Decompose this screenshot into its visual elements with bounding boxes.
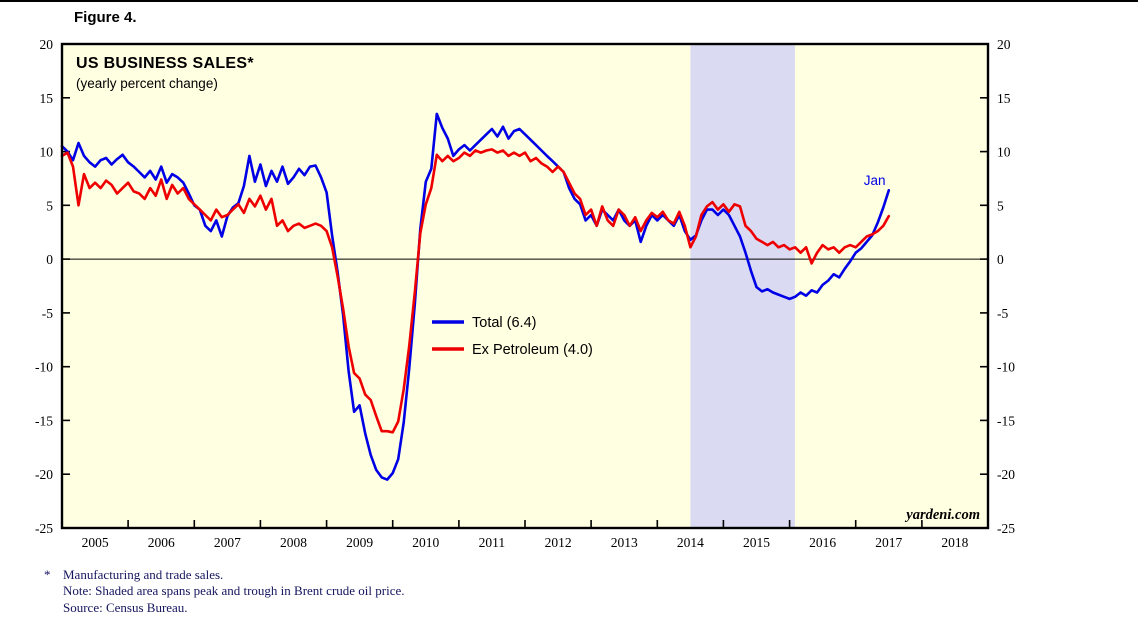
footnotes: * Manufacturing and trade sales. Note: Sh… (44, 567, 405, 616)
svg-text:-5: -5 (42, 306, 53, 321)
svg-text:-10: -10 (35, 360, 53, 375)
footnote-line-1: * Manufacturing and trade sales. (44, 567, 405, 583)
svg-text:2013: 2013 (611, 535, 638, 550)
legend-total-label: Total (6.4) (472, 315, 536, 331)
svg-text:2009: 2009 (346, 535, 373, 550)
svg-text:5: 5 (997, 198, 1004, 213)
svg-text:2005: 2005 (82, 535, 109, 550)
svg-text:2011: 2011 (479, 535, 506, 550)
svg-text:20: 20 (997, 37, 1011, 52)
tick-labels: -25 -25 -20 -20 -15 -15 -10 -10 -5 -5 0 0 5 5 10 10 15 15… (35, 37, 1015, 550)
latest-month-annotation: Jan (864, 173, 886, 188)
svg-text:2015: 2015 (743, 535, 770, 550)
svg-text:-15: -15 (997, 413, 1015, 428)
legend: Total (6.4) Ex Petroleum (4.0) (432, 315, 593, 358)
svg-text:2018: 2018 (941, 535, 968, 550)
chart-subtitle: (yearly percent change) (76, 76, 218, 91)
legend-ex-petroleum-label: Ex Petroleum (4.0) (472, 342, 593, 358)
footnote-note: Note: Shaded area spans peak and trough … (63, 583, 405, 599)
footnote-source: Source: Census Bureau. (63, 599, 188, 615)
svg-text:20: 20 (40, 37, 54, 52)
svg-text:-20: -20 (35, 467, 53, 482)
svg-text:2007: 2007 (214, 535, 241, 550)
chart-title: US BUSINESS SALES* (76, 55, 254, 72)
svg-text:10: 10 (40, 145, 54, 160)
svg-text:2017: 2017 (875, 535, 902, 550)
watermark: yardeni.com (904, 507, 980, 523)
plot-border (60, 42, 990, 530)
svg-text:-5: -5 (997, 306, 1008, 321)
figure-label: Figure 4. (74, 9, 137, 26)
svg-text:-15: -15 (35, 413, 53, 428)
svg-text:2010: 2010 (412, 535, 439, 550)
footnote-asterisk: * (44, 567, 51, 582)
svg-text:2006: 2006 (148, 535, 175, 550)
svg-text:2012: 2012 (545, 535, 572, 550)
plot-area (62, 44, 988, 528)
svg-text:2016: 2016 (809, 535, 836, 550)
oil-price-band (690, 44, 795, 528)
svg-text:-25: -25 (35, 521, 53, 536)
svg-text:2014: 2014 (677, 535, 704, 550)
svg-text:5: 5 (46, 198, 53, 213)
svg-text:15: 15 (997, 91, 1011, 106)
svg-text:15: 15 (40, 91, 54, 106)
svg-text:-20: -20 (997, 467, 1015, 482)
series-ex-petroleum-line (60, 148, 891, 434)
svg-text:0: 0 (997, 252, 1004, 267)
footnote-text: Manufacturing and trade sales. (63, 567, 224, 582)
svg-text:0: 0 (46, 252, 53, 267)
svg-text:-10: -10 (997, 360, 1015, 375)
svg-text:-25: -25 (997, 521, 1015, 536)
svg-text:2008: 2008 (280, 535, 307, 550)
page-top-border (0, 0, 1138, 2)
svg-text:10: 10 (997, 145, 1011, 160)
